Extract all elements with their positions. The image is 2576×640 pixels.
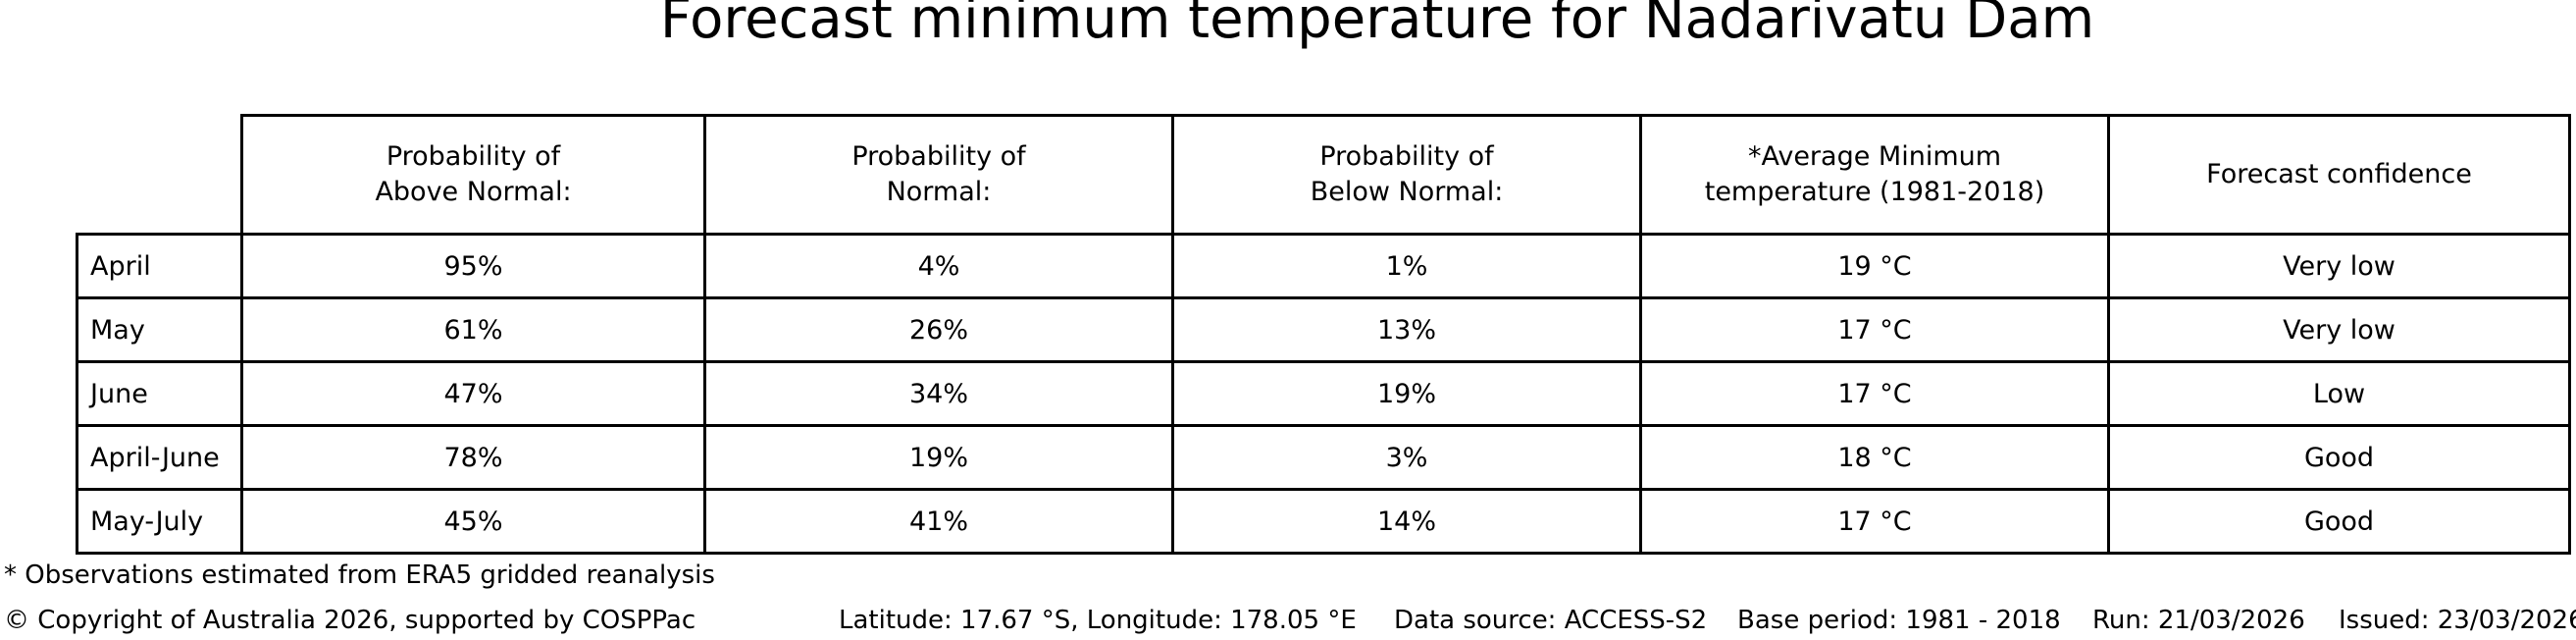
table-cell: 61% — [240, 296, 706, 363]
table-cell: Good — [2107, 488, 2571, 555]
row-label: April-June — [76, 424, 243, 491]
column-header-average-min-temp: *Average Minimum temperature (1981-2018) — [1639, 114, 2110, 236]
table-cell: 19% — [703, 424, 1174, 491]
table-cell: 17 °C — [1639, 296, 2110, 363]
table-cell: Very low — [2107, 233, 2571, 299]
table-cell: 45% — [240, 488, 706, 555]
table-cell: 18 °C — [1639, 424, 2110, 491]
table-cell: Low — [2107, 360, 2571, 427]
table-cell: 1% — [1171, 233, 1642, 299]
table-cell: 19% — [1171, 360, 1642, 427]
run-date: Run: 21/03/2026 — [2092, 606, 2305, 635]
table-cell: 4% — [703, 233, 1174, 299]
base-period: Base period: 1981 - 2018 — [1737, 606, 2061, 635]
table-cell: 14% — [1171, 488, 1642, 555]
page-title: Forecast minimum temperature for Nadariv… — [659, 0, 2095, 51]
data-source: Data source: ACCESS-S2 — [1394, 606, 1708, 635]
table-cell: 26% — [703, 296, 1174, 363]
footnote: * Observations estimated from ERA5 gridd… — [4, 560, 715, 590]
row-label: May — [76, 296, 243, 363]
table-row: April-June 78% 19% 3% 18 °C Good — [76, 424, 2571, 491]
corner-cell — [77, 116, 242, 235]
row-label: June — [76, 360, 243, 427]
table-cell: 47% — [240, 360, 706, 427]
table-cell: 41% — [703, 488, 1174, 555]
table-cell: Good — [2107, 424, 2571, 491]
table-cell: Very low — [2107, 296, 2571, 363]
row-label: May-July — [76, 488, 243, 555]
table-row: May-July 45% 41% 14% 17 °C Good — [76, 488, 2571, 555]
table-cell: 3% — [1171, 424, 1642, 491]
table-cell: 17 °C — [1639, 488, 2110, 555]
row-label: April — [76, 233, 243, 299]
table-cell: 17 °C — [1639, 360, 2110, 427]
table-cell: 78% — [240, 424, 706, 491]
forecast-table-container: Probability of Above Normal: Probability… — [76, 114, 2571, 555]
table-cell: 19 °C — [1639, 233, 2110, 299]
header-row: Probability of Above Normal: Probability… — [77, 114, 2571, 236]
table-cell: 34% — [703, 360, 1174, 427]
column-header-normal: Probability of Normal: — [703, 114, 1174, 236]
table-cell: 95% — [240, 233, 706, 299]
copyright-text: © Copyright of Australia 2026, supported… — [4, 606, 696, 635]
column-header-below-normal: Probability of Below Normal: — [1171, 114, 1642, 236]
forecast-table: Probability of Above Normal: Probability… — [76, 114, 2571, 555]
column-header-above-normal: Probability of Above Normal: — [240, 114, 706, 236]
table-row: April 95% 4% 1% 19 °C Very low — [76, 233, 2571, 299]
location-coordinates: Latitude: 17.67 °S, Longitude: 178.05 °E — [839, 606, 1357, 635]
table-row: June 47% 34% 19% 17 °C Low — [76, 360, 2571, 427]
table-cell: 13% — [1171, 296, 1642, 363]
table-row: May 61% 26% 13% 17 °C Very low — [76, 296, 2571, 363]
issued-date: Issued: 23/03/2026 — [2339, 606, 2576, 635]
column-header-forecast-confidence: Forecast confidence — [2107, 114, 2571, 236]
